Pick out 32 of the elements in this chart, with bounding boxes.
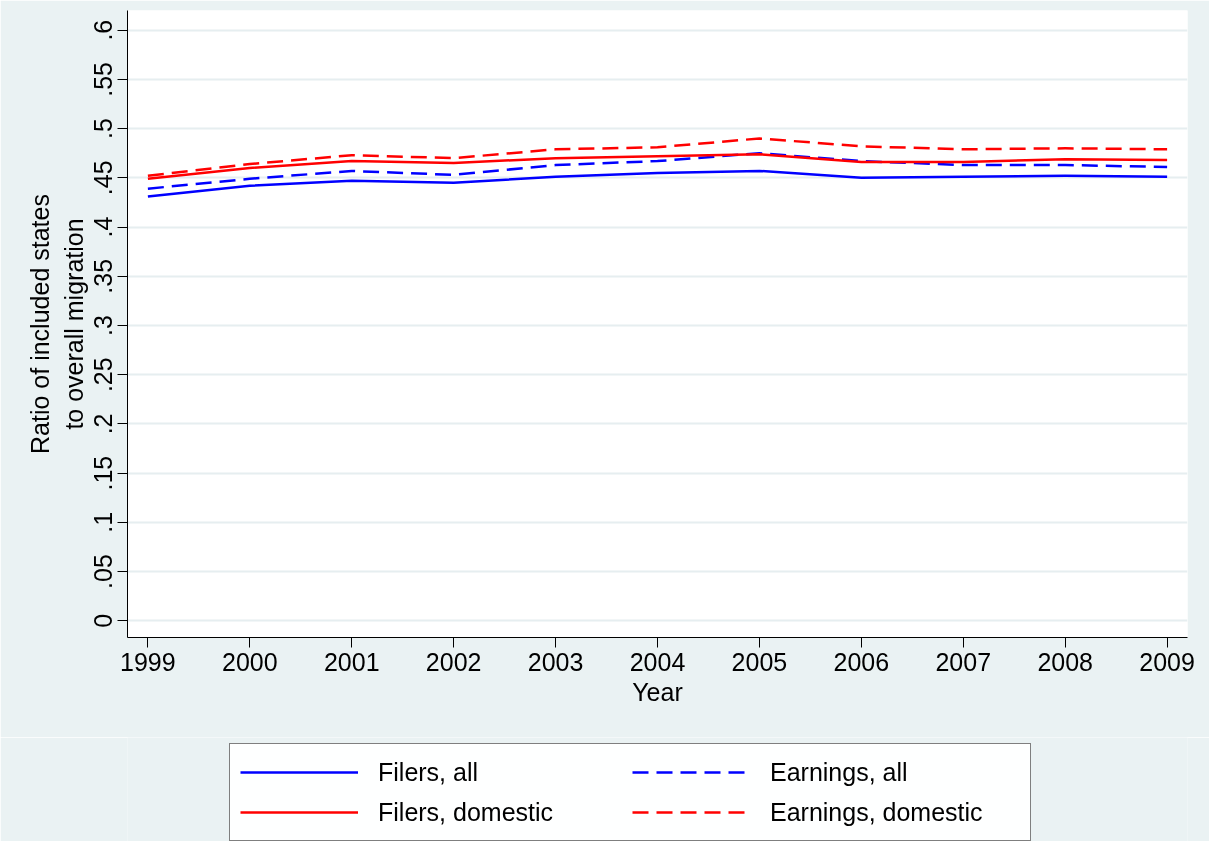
x-tick-label: 2001 <box>323 647 380 676</box>
y-tick-label: .2 <box>89 413 118 435</box>
x-tick-label: 2002 <box>425 647 482 676</box>
legend-label: Earnings, domestic <box>770 796 984 828</box>
x-axis-title: Year <box>632 677 683 706</box>
y-tick-label: .3 <box>89 315 118 336</box>
x-tick-label: 2003 <box>527 647 584 676</box>
line-series <box>146 169 1169 198</box>
y-axis-title: Ratio of included states to overall migration <box>25 194 88 454</box>
y-tick-label: 0 <box>89 613 118 628</box>
x-tick-label: 2008 <box>1037 647 1094 676</box>
y-tick-label: .55 <box>89 62 118 97</box>
y-tick-label: .6 <box>89 19 118 41</box>
x-tick-label: 2004 <box>629 647 686 676</box>
line-series <box>146 151 1169 190</box>
x-tick-label: 2009 <box>1139 647 1195 676</box>
y-tick-label: .25 <box>89 357 118 393</box>
x-tick-label: 2005 <box>731 647 788 676</box>
y-tick-label: .35 <box>89 258 118 294</box>
legend-label: Earnings, all <box>770 756 909 788</box>
y-tick-label: .4 <box>89 216 118 238</box>
y-tick-label: .1 <box>89 511 118 533</box>
x-tick-label: 2006 <box>833 647 890 676</box>
y-tick-label: .15 <box>89 455 118 491</box>
x-tick-label: 2000 <box>222 647 278 676</box>
x-tick-label: 1999 <box>120 647 176 676</box>
legend-label: Filers, all <box>378 756 479 788</box>
y-tick-label: .05 <box>89 554 118 589</box>
y-tick-label: .5 <box>89 118 118 140</box>
y-tick-label: .45 <box>89 160 118 196</box>
x-tick-label: 2007 <box>935 647 992 676</box>
legend-label: Filers, domestic <box>378 796 555 828</box>
